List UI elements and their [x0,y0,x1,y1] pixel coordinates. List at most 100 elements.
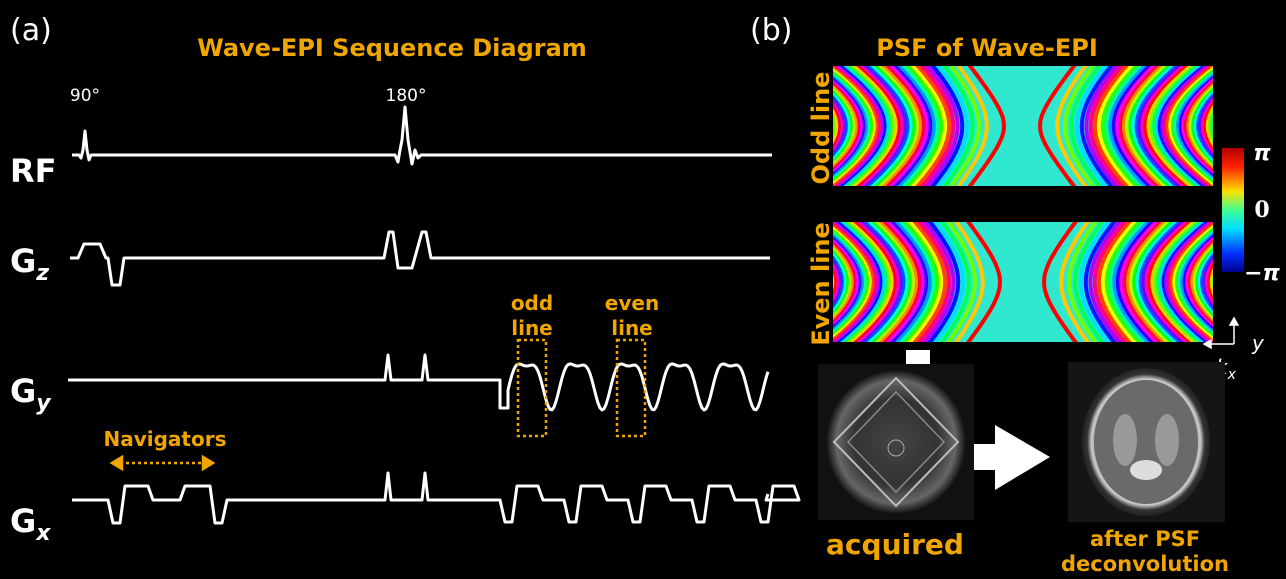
fringe [726,64,786,188]
fringe [833,94,847,158]
fringe [903,222,940,342]
fringe [1245,64,1286,188]
fringe [833,91,850,161]
fringe [701,220,763,344]
fringe [735,220,793,344]
fringe [1271,64,1286,188]
fringe [692,220,755,344]
fringe [1267,64,1286,188]
fringe [688,64,752,188]
fringe [1083,222,1117,342]
fringe [708,220,769,344]
fringe [1140,222,1184,342]
fringe [833,84,857,168]
fringe [1122,222,1162,342]
fringe [750,220,806,344]
fringe [1154,222,1201,342]
fringe [725,220,784,344]
fringe [1275,64,1286,188]
fringe [833,238,858,326]
fringe [966,222,1002,342]
annotation: even [605,291,659,315]
fringe [893,66,933,186]
fringe [833,222,881,342]
fringe [839,66,888,186]
fringe [741,64,800,188]
fringe [756,64,813,188]
fringe [1254,64,1286,188]
image-caption: deconvolution [1061,552,1229,576]
fringe [732,220,790,344]
fringe [1160,222,1208,342]
fringe [1088,66,1125,186]
fringe [1241,64,1286,188]
fringe [1055,66,1088,186]
fringe [696,220,758,344]
fringe [1168,222,1213,342]
fringe [833,246,851,318]
navigator-arrow [109,454,216,472]
fringe [1152,222,1198,342]
fringe [686,64,751,188]
fringe [948,66,981,186]
colorbar [1222,148,1244,272]
fringe [1269,64,1286,188]
channel-label: Gz [10,242,49,286]
fringe [689,220,752,344]
fringe [1088,222,1122,342]
fringe [843,222,890,342]
fringe [1092,66,1129,186]
fringe [707,64,769,188]
fringe [1092,222,1127,342]
fringe [693,64,757,188]
fringe [1249,64,1286,188]
channel-label: G [10,242,36,280]
channel-sub: y [36,391,52,416]
fringe [1149,222,1195,342]
fringe [1125,222,1166,342]
fringe [743,64,801,188]
fringe [1210,268,1213,296]
fringe [1150,66,1198,186]
fringe [849,222,895,342]
fringe [1133,66,1178,186]
fringe [863,222,907,342]
fringe [1134,222,1177,342]
fringe [695,64,759,188]
fringe [1108,222,1146,342]
fringe [946,222,977,342]
channel-sub: z [35,261,49,286]
fringe [1107,66,1147,186]
fringe [839,222,887,342]
fringe [925,66,960,186]
axis-sub: x [1227,367,1237,383]
fringe [727,220,786,344]
fringe [711,220,772,344]
fringe [1127,66,1171,186]
annotation: odd [511,291,553,315]
fringe [1208,263,1213,301]
fringe [700,64,763,188]
annotation: line [511,316,553,340]
fringe [1111,66,1151,186]
fringe [753,220,809,344]
fringe [1038,66,1077,186]
fringe [685,220,749,344]
fringe [877,66,920,186]
fringe [933,222,966,342]
fringe [1193,244,1213,320]
fringe [833,66,877,186]
fringe [860,222,904,342]
fringe [1130,66,1174,186]
fringe [1197,92,1213,160]
deconvolved-image [1068,362,1225,522]
fringe [742,220,799,344]
fringe [1156,66,1205,186]
pulse-label: 90° [70,86,100,106]
fringe [1153,66,1202,186]
fringe [870,222,913,342]
fringe [1139,66,1185,186]
fringe [833,114,836,138]
fringe [1069,66,1102,186]
